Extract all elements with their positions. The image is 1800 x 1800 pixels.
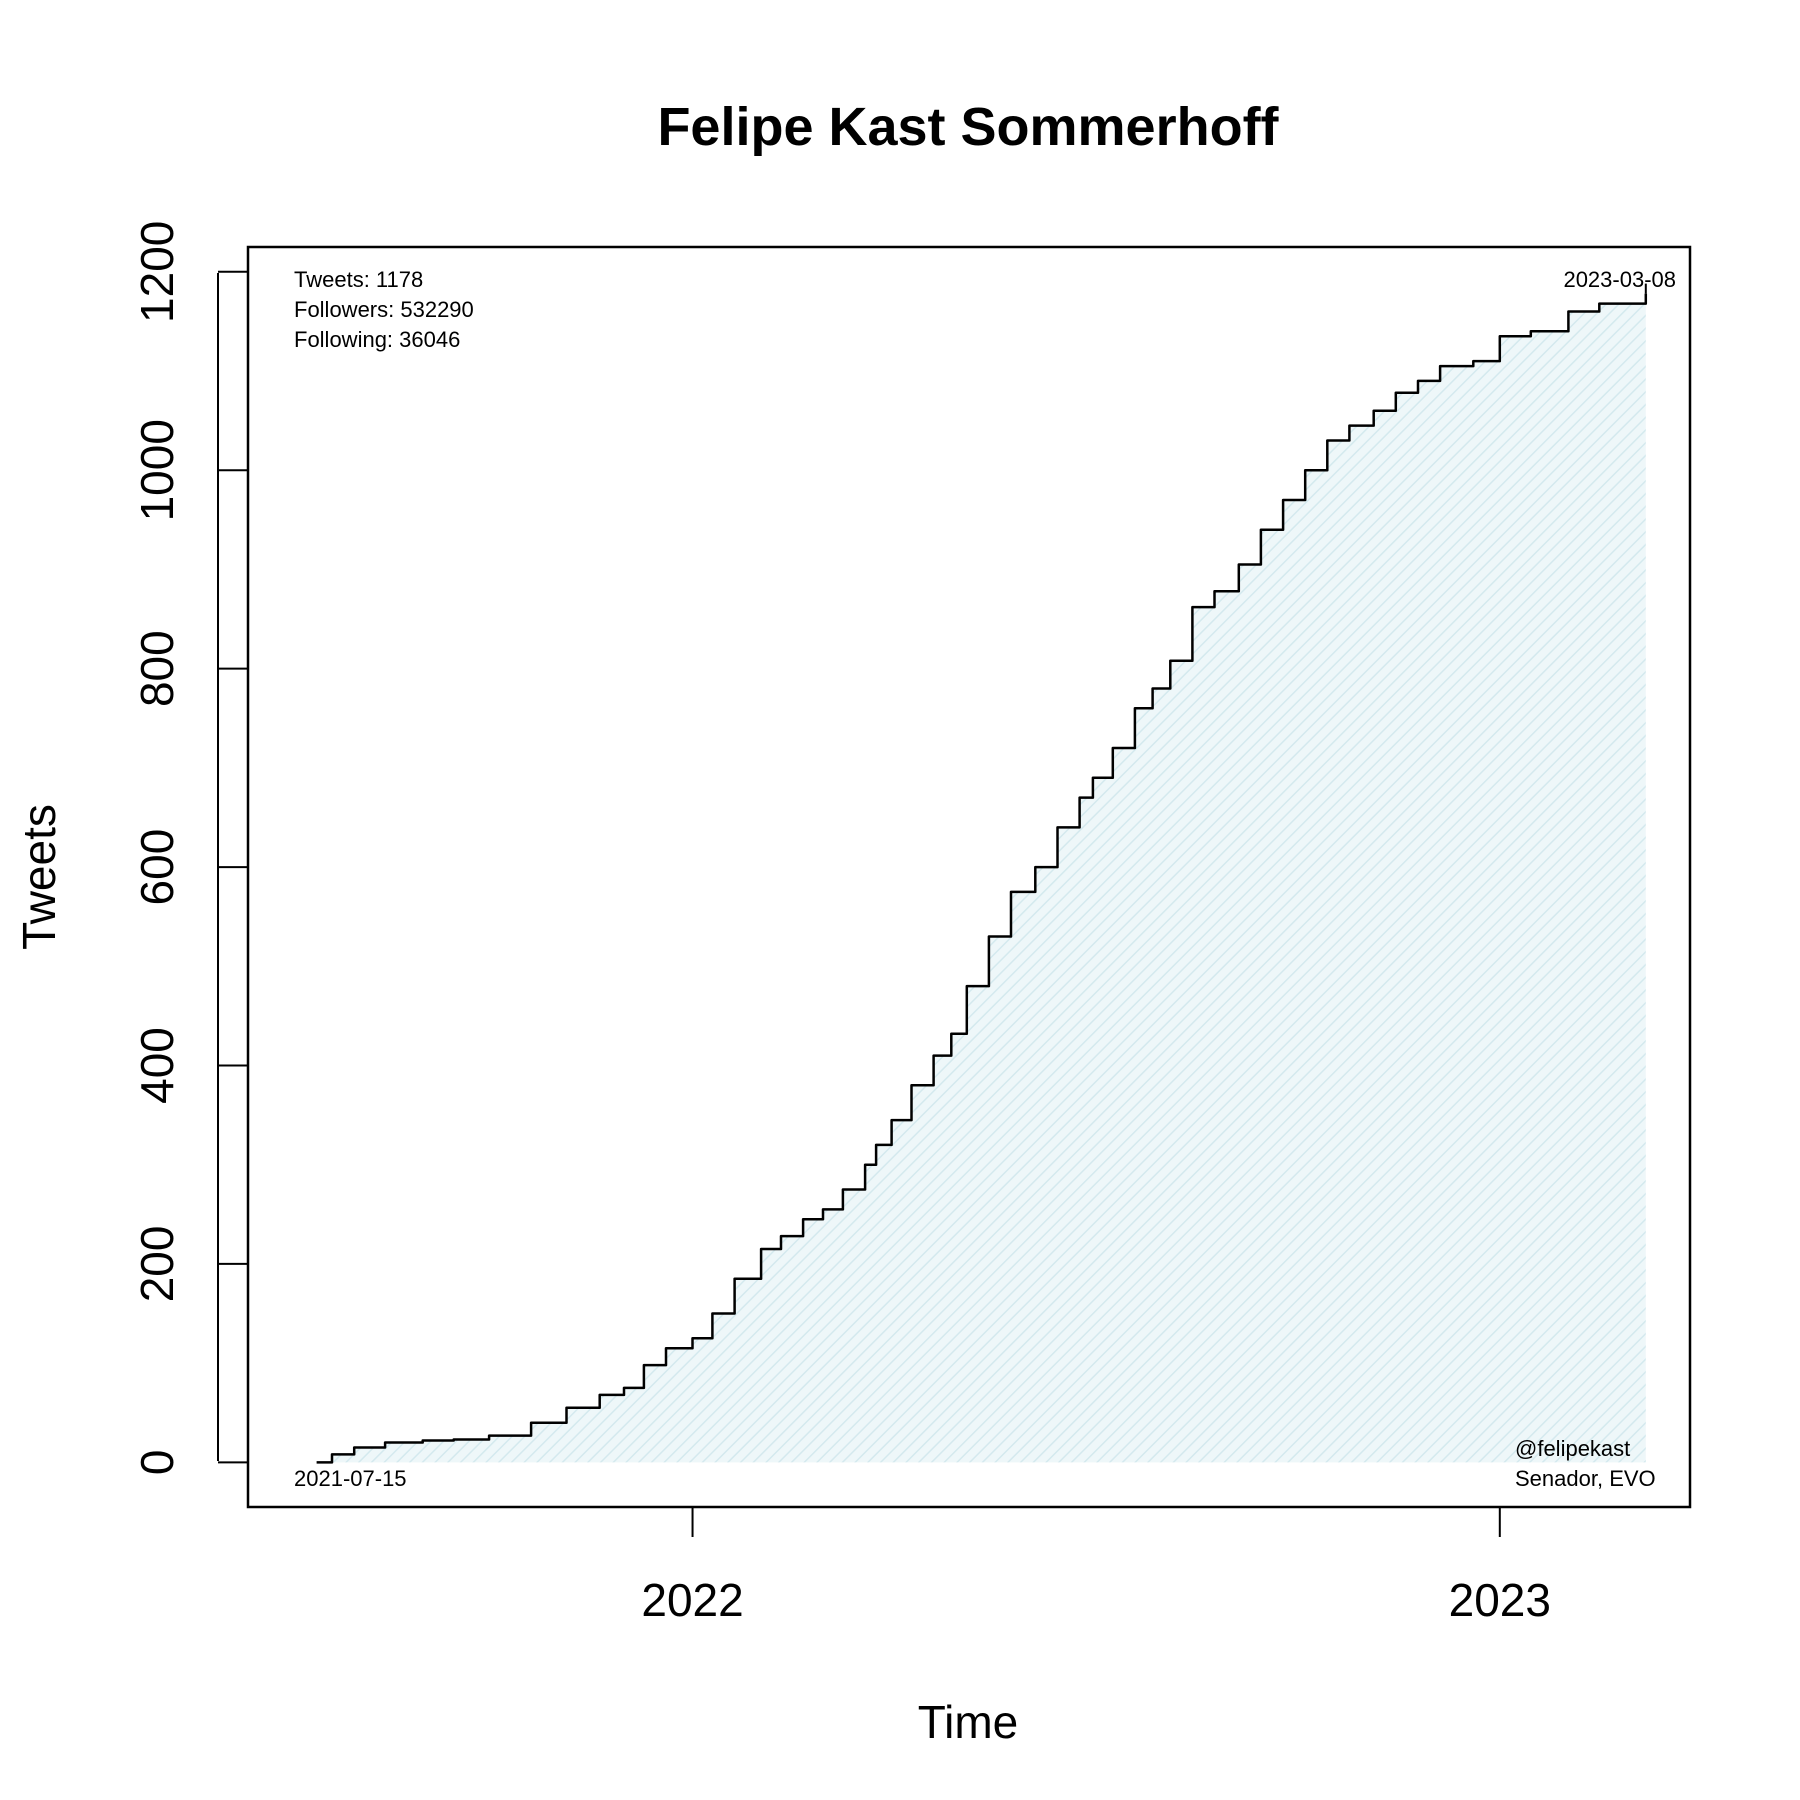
handle-label: @felipekast xyxy=(1515,1436,1630,1461)
stat-following: Following: 36046 xyxy=(294,327,460,352)
y-tick-label: 800 xyxy=(131,630,183,707)
x-tick-label: 2023 xyxy=(1449,1574,1551,1626)
series-line xyxy=(316,293,1648,1464)
x-tick-label: 2022 xyxy=(641,1574,743,1626)
y-tick-label: 1000 xyxy=(131,419,183,521)
y-axis-title: Tweets xyxy=(13,804,65,950)
stat-followers: Followers: 532290 xyxy=(294,297,474,322)
plot-area xyxy=(316,293,1648,1464)
end-date-label: 2023-03-08 xyxy=(1563,267,1676,292)
area-fill xyxy=(316,293,1646,1463)
y-tick-label: 200 xyxy=(131,1226,183,1303)
y-tick-label: 1200 xyxy=(131,221,183,323)
y-axis: 0 200 400 600 800 1000 1200 xyxy=(131,221,248,1476)
x-axis-title: Time xyxy=(918,1696,1019,1748)
x-axis: 2022 2023 xyxy=(641,1506,1551,1626)
y-tick-label: 600 xyxy=(131,829,183,906)
y-tick-label: 400 xyxy=(131,1027,183,1104)
start-date-label: 2021-07-15 xyxy=(294,1466,407,1491)
y-tick-label: 0 xyxy=(131,1450,183,1476)
role-label: Senador, EVO xyxy=(1515,1466,1656,1491)
chart-title: Felipe Kast Sommerhoff xyxy=(657,97,1279,157)
stat-tweets: Tweets: 1178 xyxy=(294,267,423,292)
